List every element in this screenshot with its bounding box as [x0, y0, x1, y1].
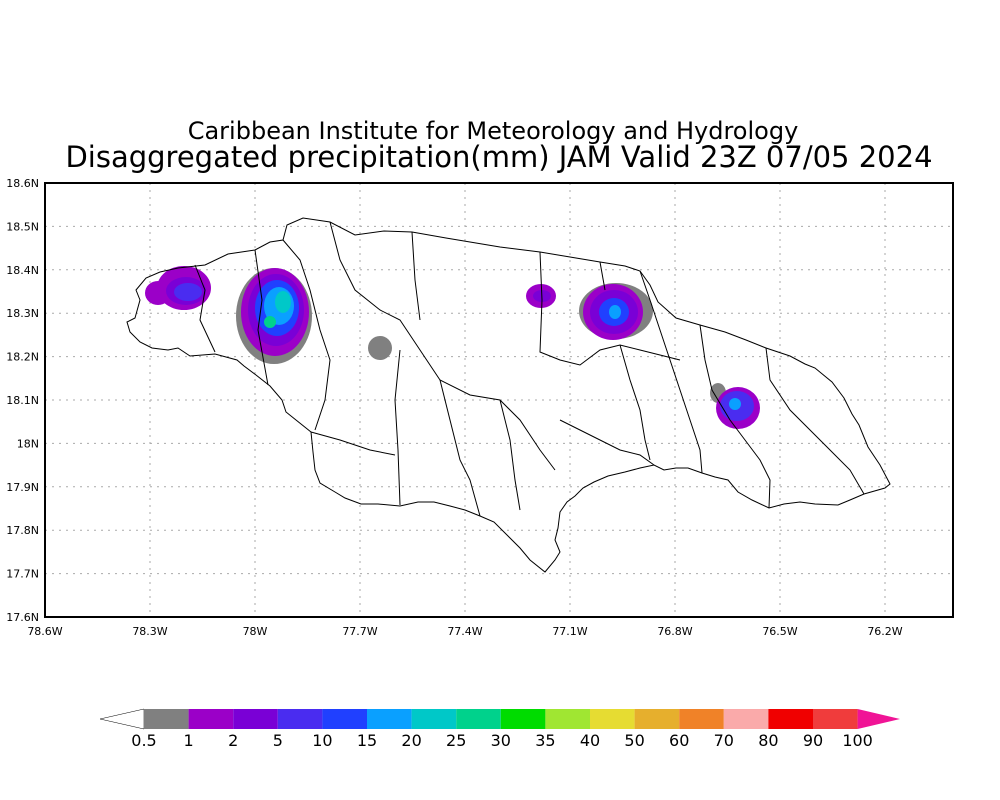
colorbar-label: 90: [803, 731, 823, 750]
precip-cell: [264, 316, 276, 328]
lon-tick-label: 76.8W: [657, 625, 692, 638]
parish-boundary: [394, 231, 421, 506]
colorbar-swatch: [545, 709, 590, 729]
lat-tick-label: 18.5N: [6, 220, 39, 233]
colorbar-cap-low: [99, 708, 145, 730]
colorbar-label: 100: [842, 731, 873, 750]
lat-tick-label: 17.7N: [6, 568, 39, 581]
parish-boundary: [599, 261, 703, 474]
colorbar-swatch: [233, 709, 278, 729]
colorbar-label: 15: [357, 731, 377, 750]
colorbar-swatch: [144, 709, 189, 729]
parish-boundary: [310, 379, 481, 517]
colorbar-swatch: [590, 709, 635, 729]
lat-tick-label: 18.3N: [6, 307, 39, 320]
colorbar-label: 5: [273, 731, 283, 750]
lat-tick-label: 18.4N: [6, 264, 39, 277]
colorbar: 0.5 1 2 5 10 15 20 25 30 35 40 50 60 70 80 90 100: [99, 708, 900, 750]
lat-tick-label: 17.6N: [6, 611, 39, 624]
lon-tick-label: 78W: [243, 625, 268, 638]
map-title-line1: Caribbean Institute for Meteorology and …: [188, 117, 799, 145]
precip-field: [145, 266, 760, 429]
lon-tick-label: 77.7W: [342, 625, 377, 638]
colorbar-swatch: [500, 709, 546, 729]
colorbar-label: 30: [491, 731, 511, 750]
lon-tick-label: 77.1W: [552, 625, 587, 638]
precip-cell: [368, 336, 392, 360]
lon-tick-label: 76.2W: [867, 625, 902, 638]
colorbar-swatch: [367, 709, 412, 729]
colorbar-cap-high: [857, 709, 900, 729]
colorbar-swatch: [456, 709, 501, 729]
lat-tick-label: 18.2N: [6, 351, 39, 364]
jamaica-coastline: [126, 217, 891, 573]
colorbar-label: 60: [669, 731, 689, 750]
colorbar-label: 1: [184, 731, 194, 750]
axis-ticks: 78.6W 78.3W 78W 77.7W 77.4W 77.1W 76.8W 76.5W 76…: [6, 177, 903, 638]
colorbar-swatch: [188, 709, 234, 729]
precip-cell: [174, 283, 202, 301]
colorbar-swatch: [277, 709, 323, 729]
lon-tick-label: 76.5W: [762, 625, 797, 638]
map-frame: [44, 182, 954, 618]
colorbar-swatch: [723, 709, 769, 729]
colorbar-swatch: [813, 709, 858, 729]
parish-boundary: [699, 324, 771, 509]
map-title-line2: Disaggregated precipitation(mm) JAM Vali…: [65, 140, 932, 174]
colorbar-label: 40: [580, 731, 600, 750]
colorbar-label: 0.5: [131, 731, 156, 750]
colorbar-label: 50: [624, 731, 644, 750]
grid-lines: [45, 183, 953, 617]
lat-tick-label: 18.1N: [6, 394, 39, 407]
parish-boundary: [194, 249, 269, 386]
parish-boundary: [539, 251, 681, 366]
lat-tick-label: 17.9N: [6, 481, 39, 494]
parish-boundary: [765, 347, 865, 495]
colorbar-label: 80: [758, 731, 778, 750]
lon-tick-label: 78.3W: [132, 625, 167, 638]
parish-boundary: [282, 239, 331, 431]
lon-tick-label: 78.6W: [27, 625, 62, 638]
colorbar-swatch: [679, 709, 724, 729]
lat-tick-label: 18.6N: [6, 177, 39, 190]
colorbar-swatch: [411, 709, 457, 729]
colorbar-swatch: [322, 709, 367, 729]
colorbar-swatch: [634, 709, 680, 729]
colorbar-label: 25: [446, 731, 466, 750]
precip-cell: [609, 305, 621, 319]
precip-cell: [275, 291, 291, 313]
colorbar-label: 70: [714, 731, 734, 750]
colorbar-label: 10: [312, 731, 332, 750]
lat-tick-label: 17.8N: [6, 524, 39, 537]
precip-cell: [729, 398, 741, 410]
colorbar-label: 20: [401, 731, 421, 750]
colorbar-label: 2: [228, 731, 238, 750]
colorbar-label: 35: [535, 731, 555, 750]
lon-tick-label: 77.4W: [447, 625, 482, 638]
parish-boundary: [619, 344, 651, 461]
jamaica-map: [126, 217, 891, 573]
colorbar-swatch: [768, 709, 813, 729]
parish-boundary: [329, 221, 556, 471]
lat-tick-label: 18N: [17, 437, 39, 450]
parish-boundary: [499, 399, 655, 511]
